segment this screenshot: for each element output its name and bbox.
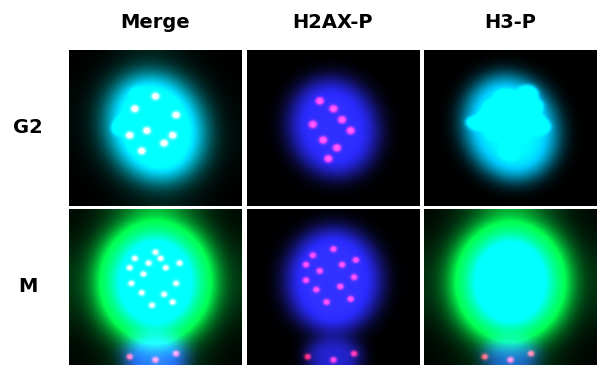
- Text: M: M: [18, 277, 37, 297]
- Text: H3-P: H3-P: [485, 13, 536, 32]
- Text: G2: G2: [13, 118, 43, 137]
- Text: H2AX-P: H2AX-P: [293, 13, 373, 32]
- Text: Merge: Merge: [121, 13, 190, 32]
